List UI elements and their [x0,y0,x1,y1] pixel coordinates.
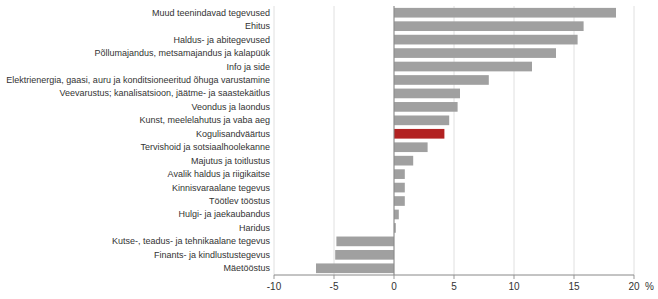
bar [394,210,399,220]
grid-line [634,6,635,275]
tick-label: 15 [568,281,580,292]
x-axis-line [274,275,634,276]
category-label: Info ja side [226,62,270,72]
grid-line [334,6,335,275]
category-label: Haridus [239,223,271,233]
tick-mark [454,275,455,279]
tick-label: 0 [391,281,397,292]
category-label: Muud teenindavad tegevused [152,8,270,18]
bars [316,8,616,273]
category-label: Kunst, meelelahutus ja vaba aeg [139,115,270,125]
chart: Muud teenindavad tegevused Ehitus Haldus- … [0,0,658,299]
category-label: Põllumajandus, metsamajandus ja kalapüük [94,48,270,58]
grid-line [574,6,575,275]
bar [394,196,405,206]
grid-line [394,6,395,275]
category-label: Töötlev tööstus [209,196,271,206]
bar [394,115,449,125]
tick-mark [334,275,335,279]
category-label: Tervishoid ja sotsiaalhoolekanne [140,142,270,152]
tick-mark [514,275,515,279]
category-label: Avalik haldus ja riigikaitse [168,169,270,179]
tick-mark [574,275,575,279]
bar [394,62,532,72]
category-label: Finants- ja kindlustustegevus [154,250,271,260]
y-axis-labels: Muud teenindavad tegevused Ehitus Haldus- … [6,8,270,274]
tick-label: 10 [508,281,520,292]
category-label: Ehitus [245,21,271,31]
tick-label: 20 [628,281,640,292]
bar [316,263,394,273]
tick-mark [394,275,395,279]
bar [335,250,394,260]
bar [394,183,405,193]
category-label: Kutse-, teadus- ja tehnikaalane tegevus [112,236,271,246]
category-label: Kogulisandväärtus [196,129,271,139]
category-label: Elektrienergia, gaasi, auru ja konditsio… [6,75,270,85]
category-label: Kinnisvaraalane tegevus [172,183,271,193]
category-label: Haldus- ja abitegevused [173,35,270,45]
bar [394,102,458,112]
category-label: Veevarustus; kanalisatsioon, jäätme- ja … [59,88,270,98]
category-label: Hulgi- ja jaekaubandus [178,209,270,219]
bar [394,169,405,179]
grid-line [454,6,455,275]
category-label: Majutus ja toitlustus [191,156,271,166]
tick-mark [634,275,635,279]
bar [394,156,413,166]
bar [394,48,556,58]
bar [394,129,444,139]
x-axis-label: % [645,281,654,292]
grid-line [274,6,275,275]
tick-mark [274,275,275,279]
tick-label: -10 [267,281,282,292]
category-label: Mäetööstus [223,263,270,273]
bar [394,142,428,152]
grid-line [514,6,515,275]
category-label: Veondus ja laondus [191,102,270,112]
x-axis-ticks: -10 -5 0 5 10 15 20 [267,275,640,292]
zero-line [394,6,395,275]
bar [394,35,578,45]
bar [394,8,616,18]
bar [394,89,460,99]
bar [336,237,394,247]
bar [394,21,584,31]
tick-label: -5 [330,281,339,292]
grid [274,6,634,275]
tick-label: 5 [451,281,457,292]
bar [394,75,489,85]
